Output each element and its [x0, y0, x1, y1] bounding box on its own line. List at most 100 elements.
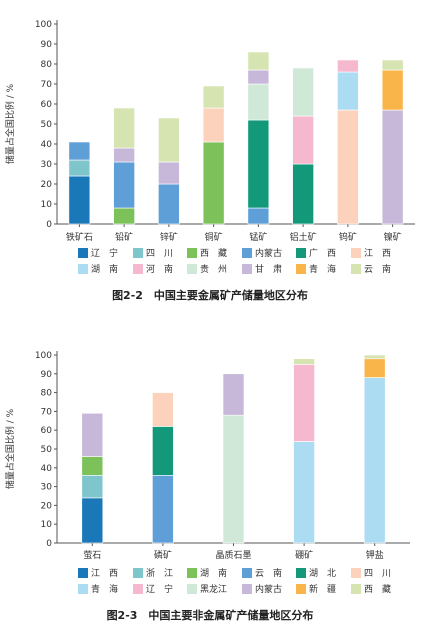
bar-segment	[81, 412, 104, 457]
legend-label: 四 川	[146, 249, 173, 259]
legend-label: 甘 肃	[255, 263, 282, 275]
bar-segment	[202, 107, 225, 143]
legend-label: 河 南	[146, 263, 173, 275]
legend-swatch	[296, 248, 306, 258]
legend-swatch	[351, 584, 361, 594]
x-category-label: 萤石	[83, 549, 101, 561]
legend-label: 江 西	[91, 568, 118, 579]
bar-segment	[113, 161, 135, 209]
y-tick-label: 20	[41, 180, 53, 190]
y-tick-label: 40	[41, 464, 53, 474]
y-tick-label: 40	[41, 140, 53, 150]
y-tick-label: 30	[41, 483, 53, 493]
y-tick-label: 20	[41, 501, 53, 511]
legend-swatch	[351, 568, 361, 578]
bar-segment	[337, 71, 359, 111]
bar-segment	[363, 354, 386, 360]
x-category-label: 铅矿	[115, 231, 133, 243]
x-category-label: 磷矿	[154, 549, 172, 561]
y-tick-label: 50	[41, 445, 53, 455]
legend-label: 湖 南	[91, 263, 118, 275]
legend-swatch	[187, 248, 197, 258]
legend-swatch	[133, 568, 143, 578]
legend-label: 云 南	[364, 263, 391, 275]
y-tick-label: 0	[46, 539, 52, 549]
x-category-label: 铝土矿	[290, 231, 317, 243]
bar-segment	[202, 85, 225, 109]
y-tick-label: 90	[41, 370, 53, 380]
legend-label: 青 海	[91, 583, 118, 595]
bar-segment	[152, 392, 174, 427]
legend-swatch	[78, 248, 88, 258]
y-tick-label: 50	[41, 120, 53, 130]
legend-swatch	[187, 264, 197, 274]
legend-swatch	[187, 584, 197, 594]
x-category-label: 硼矿	[295, 549, 313, 561]
legend-label: 青 海	[309, 263, 336, 275]
bar-segment	[152, 426, 174, 476]
bar-segment	[247, 69, 270, 85]
legend-swatch	[242, 584, 252, 594]
bar-segment	[158, 117, 180, 163]
legend-swatch	[351, 264, 361, 274]
chart-1: 0 10 20 30 40 50 60 70 80 90 100 储量占全国比例 / % 铁矿石 铅矿 锌矿…	[4, 20, 415, 302]
bar-segment	[247, 51, 270, 71]
legend-swatch	[187, 568, 197, 578]
legend-label: 辽 宁	[91, 247, 118, 259]
legend-label: 湖 南	[200, 567, 227, 579]
y-tick-label: 30	[41, 160, 53, 170]
x-category-label: 钨矿	[339, 231, 357, 243]
legend-label: 辽 宁	[146, 583, 173, 595]
legend-label: 广 西	[309, 247, 336, 259]
x-category-label: 锰矿	[249, 231, 267, 243]
y-tick-label: 80	[41, 60, 53, 70]
legend-swatch	[296, 584, 306, 594]
y-tick-label: 0	[46, 220, 52, 230]
bar-segment	[68, 175, 91, 225]
y-tick-label: 70	[41, 407, 53, 417]
x-category-label: 锌矿	[160, 231, 178, 243]
legend-label: 黑龙江	[200, 583, 227, 595]
bar-segment	[81, 475, 104, 499]
bar-segment	[81, 456, 104, 476]
x-category-label: 镍矿	[384, 231, 402, 243]
bar-segment	[202, 141, 225, 225]
bar-segment	[222, 414, 245, 544]
x-category-label: 晶质石墨	[215, 549, 251, 561]
bar-segment	[113, 107, 135, 149]
bar-segment	[381, 109, 404, 225]
bar-segment	[363, 358, 386, 378]
y-tick-label: 80	[41, 389, 53, 399]
x-category-label: 钾盐	[366, 549, 384, 561]
legend-label: 西 藏	[200, 247, 227, 259]
chart-2: 0 10 20 30 40 50 60 70 80 90 100 储量占全国比例 / % 萤石 磷矿 晶质石…	[4, 351, 410, 622]
bar-segment	[113, 147, 135, 163]
bar-segment	[81, 497, 104, 544]
y-tick-label: 60	[41, 426, 53, 436]
legend-label: 内蒙古	[255, 583, 282, 595]
bar-segment	[363, 377, 386, 544]
legend-swatch	[133, 264, 143, 274]
y-tick-label: 60	[41, 100, 53, 110]
bar-segment	[337, 109, 359, 225]
y-tick-label: 10	[41, 520, 53, 530]
legend-label: 新 疆	[309, 583, 336, 595]
bar-segment	[158, 161, 180, 185]
y-axis-label: 储量占全国比例 / %	[4, 408, 16, 489]
bar-segment	[293, 358, 315, 365]
legend-swatch	[78, 584, 88, 594]
bar-segment	[292, 163, 314, 225]
x-category-label: 铁矿石	[66, 231, 93, 243]
bar-segment	[222, 373, 245, 416]
bar-segment	[113, 207, 135, 225]
legend-label: 江 西	[364, 248, 391, 259]
bar-segment	[293, 441, 315, 544]
bar-segment	[381, 59, 404, 71]
bar-segment	[293, 364, 315, 442]
legend-label: 湖 北	[309, 568, 336, 579]
legend-swatch	[351, 248, 361, 258]
bar-segment	[381, 69, 404, 111]
y-tick-label: 100	[35, 351, 52, 361]
bar-segment	[247, 83, 270, 121]
